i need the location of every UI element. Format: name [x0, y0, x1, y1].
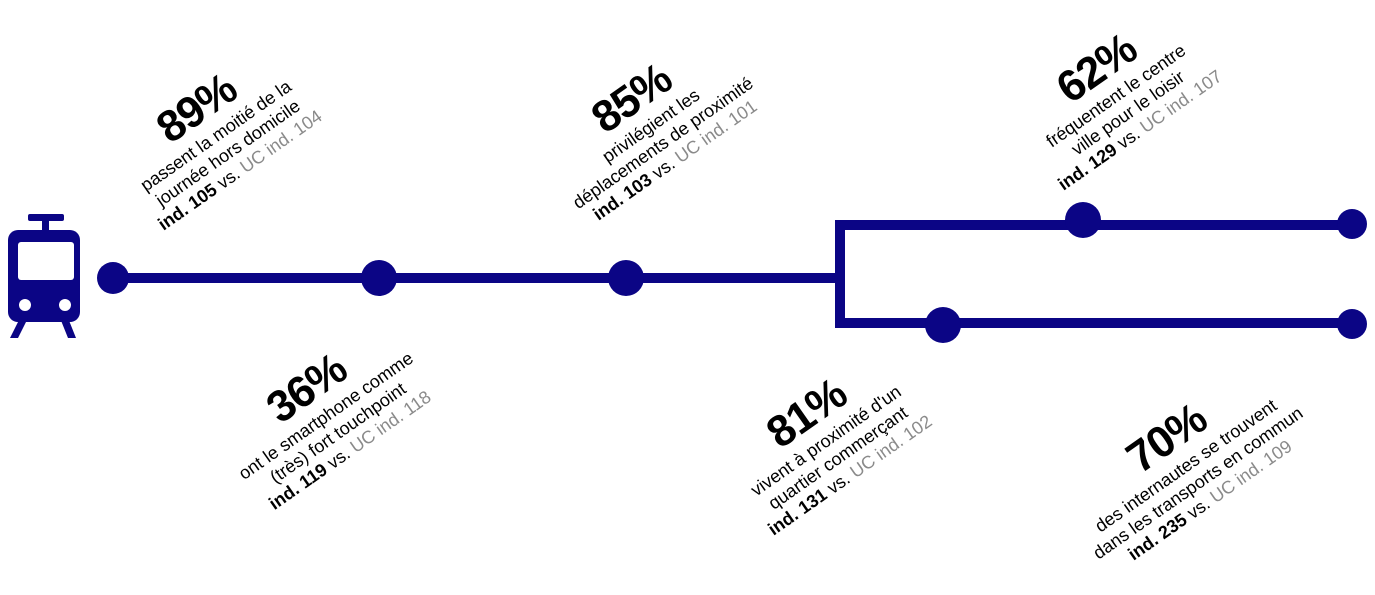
- dot-start: [97, 262, 129, 294]
- dot-s5: [1065, 202, 1101, 238]
- timeline-dots: [97, 202, 1367, 343]
- dot-s4: [925, 307, 961, 343]
- dot-s2: [361, 260, 397, 296]
- dot-end-bottom: [1337, 309, 1367, 339]
- dot-s3: [608, 260, 644, 296]
- timeline-path: [113, 220, 1352, 328]
- dot-end-top: [1337, 209, 1367, 239]
